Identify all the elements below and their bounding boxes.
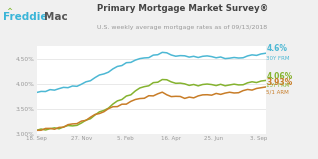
Text: Freddie: Freddie — [3, 12, 47, 22]
Text: 15Y FRM: 15Y FRM — [266, 83, 290, 88]
Text: 4.06%: 4.06% — [266, 72, 293, 81]
Text: Primary Mortgage Market Survey®: Primary Mortgage Market Survey® — [97, 3, 268, 13]
Text: Mac: Mac — [44, 12, 68, 22]
Text: 4.6%: 4.6% — [266, 44, 287, 53]
Text: 30Y FRM: 30Y FRM — [266, 56, 290, 61]
Text: U.S. weekly average mortgage rates as of 09/13/2018: U.S. weekly average mortgage rates as of… — [97, 25, 267, 30]
Text: 3.93%: 3.93% — [266, 78, 293, 87]
Text: 5/1 ARM: 5/1 ARM — [266, 90, 289, 95]
Text: ‸: ‸ — [6, 1, 12, 10]
